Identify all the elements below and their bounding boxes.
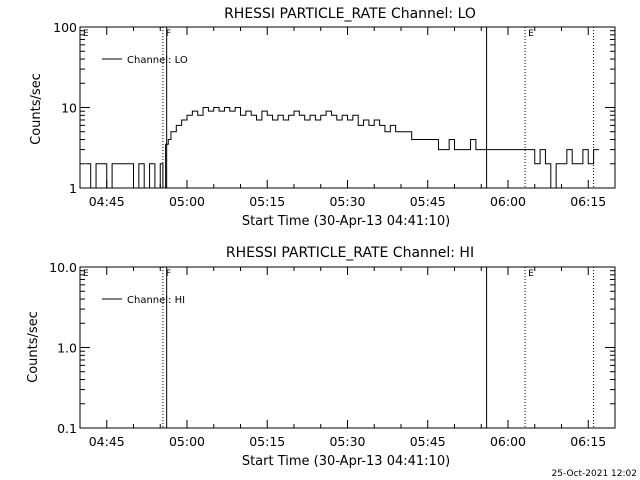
y-tick-label: 1 xyxy=(69,181,77,196)
marker-label: F xyxy=(166,29,171,39)
y-tick-label: 10.0 xyxy=(49,260,77,275)
x-tick-label: 06:15 xyxy=(570,434,606,449)
y-axis-label: Counts/sec xyxy=(26,311,41,383)
x-tick-label: 05:15 xyxy=(249,194,285,209)
x-tick-label: 04:45 xyxy=(89,434,125,449)
x-tick-label: 05:00 xyxy=(169,434,205,449)
marker-label: E xyxy=(528,269,534,279)
x-tick-labels: 04:45 05:00 05:15 05:30 05:45 06:00 06:1… xyxy=(89,434,607,449)
y-tick-label: 1.0 xyxy=(57,341,77,356)
y-axis-label: Counts/sec xyxy=(29,73,44,145)
legend-label: Channel: LO xyxy=(127,55,188,66)
x-tick-label: 04:45 xyxy=(89,194,125,209)
panel-lo-channel: RHESSI PARTICLE_RATE Channel: LO Counts/… xyxy=(29,6,616,229)
x-tick-label: 06:00 xyxy=(490,434,526,449)
x-tick-label: 05:45 xyxy=(410,434,446,449)
x-axis-label: Start Time (30-Apr-13 04:41:10) xyxy=(242,214,450,229)
x-tick-label: 06:15 xyxy=(570,194,606,209)
y-tick-labels: 1 10 100 xyxy=(53,20,77,196)
x-tick-label: 05:15 xyxy=(249,434,285,449)
marker-label: E xyxy=(83,269,89,279)
x-tick-label: 05:45 xyxy=(410,194,446,209)
panel-hi-channel: RHESSI PARTICLE_RATE Channel: HI Counts/… xyxy=(26,245,616,469)
marker-labels: E F E xyxy=(83,29,534,39)
x-tick-label: 06:00 xyxy=(490,194,526,209)
marker-label: E xyxy=(528,29,534,39)
x-axis-label: Start Time (30-Apr-13 04:41:10) xyxy=(242,454,450,469)
chart-title: RHESSI PARTICLE_RATE Channel: HI xyxy=(226,245,474,261)
x-tick-label: 05:30 xyxy=(329,194,365,209)
legend-label: Channel: HI xyxy=(127,295,185,306)
generation-timestamp: 25-Oct-2021 12:02 xyxy=(552,469,637,479)
x-tick-labels: 04:45 05:00 05:15 05:30 05:45 06:00 06:1… xyxy=(89,194,607,209)
y-tick-label: 100 xyxy=(53,20,77,35)
marker-labels: E F E xyxy=(83,269,534,279)
marker-label: E xyxy=(83,29,89,39)
y-tick-labels: 0.1 1.0 10.0 xyxy=(49,260,77,436)
x-tick-label: 05:30 xyxy=(329,434,365,449)
marker-label: F xyxy=(166,269,171,279)
x-tick-label: 05:00 xyxy=(169,194,205,209)
chart-title: RHESSI PARTICLE_RATE Channel: LO xyxy=(224,6,476,22)
y-tick-label: 10 xyxy=(61,101,77,116)
series-line xyxy=(85,107,599,189)
y-tick-label: 0.1 xyxy=(57,421,77,436)
